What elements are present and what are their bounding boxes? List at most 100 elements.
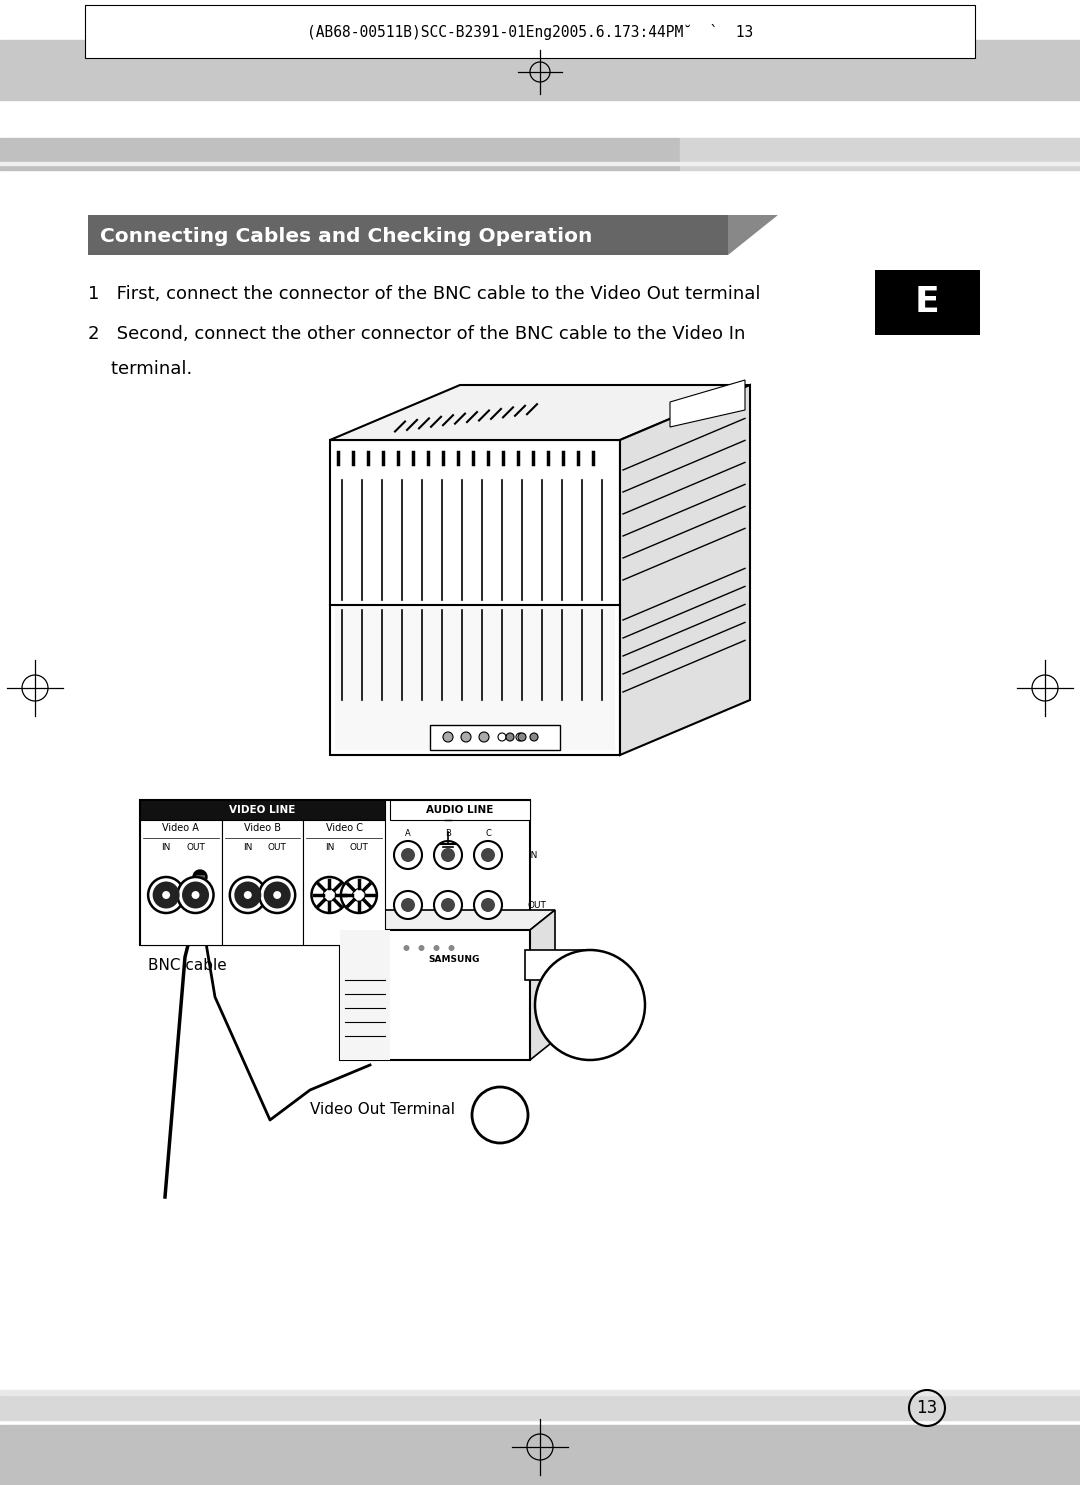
Bar xyxy=(140,820,221,944)
Bar xyxy=(548,1016,561,1035)
Circle shape xyxy=(545,959,635,1050)
Circle shape xyxy=(552,967,627,1042)
Bar xyxy=(0,1394,1080,1420)
Circle shape xyxy=(404,944,409,950)
Circle shape xyxy=(191,891,200,898)
Text: (AB68-00511B)SCC-B2391-01Eng2005.6.173:44PM˘  `  13: (AB68-00511B)SCC-B2391-01Eng2005.6.173:4… xyxy=(307,24,753,40)
Text: Video B: Video B xyxy=(244,823,281,833)
Text: SAMSUNG: SAMSUNG xyxy=(429,955,480,964)
Circle shape xyxy=(401,898,415,912)
Circle shape xyxy=(394,841,422,869)
Circle shape xyxy=(323,888,336,901)
Text: Video Out Terminal: Video Out Terminal xyxy=(310,1102,455,1118)
Circle shape xyxy=(474,841,502,869)
Circle shape xyxy=(448,944,455,950)
Text: terminal.: terminal. xyxy=(87,359,192,379)
Circle shape xyxy=(580,995,600,1016)
Circle shape xyxy=(441,848,455,861)
Bar xyxy=(140,800,530,944)
Text: Video A: Video A xyxy=(162,823,200,833)
Bar xyxy=(0,138,680,169)
Circle shape xyxy=(341,878,377,913)
Bar xyxy=(430,725,561,750)
Circle shape xyxy=(481,898,495,912)
Circle shape xyxy=(441,898,455,912)
Circle shape xyxy=(535,950,645,1060)
Circle shape xyxy=(162,891,170,898)
Text: OUT: OUT xyxy=(528,900,546,909)
Polygon shape xyxy=(728,215,778,255)
Circle shape xyxy=(259,878,295,913)
Bar xyxy=(525,950,595,980)
Circle shape xyxy=(443,732,453,742)
Text: IN: IN xyxy=(243,843,253,852)
Bar xyxy=(0,40,1080,99)
Circle shape xyxy=(507,734,514,741)
Circle shape xyxy=(394,891,422,919)
Polygon shape xyxy=(330,440,620,754)
Circle shape xyxy=(152,882,179,909)
Text: VIDEO LINE: VIDEO LINE xyxy=(229,805,296,815)
Text: OUT: OUT xyxy=(268,843,286,852)
Bar xyxy=(335,604,615,750)
Circle shape xyxy=(273,891,281,898)
Text: C: C xyxy=(485,830,491,839)
Bar xyxy=(0,1390,1080,1394)
Circle shape xyxy=(518,734,526,741)
Circle shape xyxy=(530,734,538,741)
Bar xyxy=(340,930,530,1060)
Text: Video In Terminal of
Monitor Rear Surface: Video In Terminal of Monitor Rear Surfac… xyxy=(225,861,387,892)
Text: AUDIO LINE: AUDIO LINE xyxy=(427,805,494,815)
Text: BNC cable: BNC cable xyxy=(148,958,227,973)
Circle shape xyxy=(562,977,618,1034)
Text: 1   First, connect the connector of the BNC cable to the Video Out terminal: 1 First, connect the connector of the BN… xyxy=(87,285,760,303)
Text: IN: IN xyxy=(325,843,334,852)
Bar xyxy=(390,800,530,820)
Circle shape xyxy=(401,848,415,861)
Circle shape xyxy=(193,870,207,884)
Polygon shape xyxy=(670,380,745,428)
Bar xyxy=(87,215,728,255)
Bar xyxy=(303,820,384,944)
Bar xyxy=(85,4,975,58)
Text: Video C: Video C xyxy=(326,823,363,833)
Bar xyxy=(140,800,384,820)
Text: OUT: OUT xyxy=(350,843,368,852)
Bar xyxy=(195,875,205,890)
Circle shape xyxy=(480,732,489,742)
Polygon shape xyxy=(530,910,555,1060)
Circle shape xyxy=(461,732,471,742)
Bar xyxy=(0,162,1080,165)
Text: A: A xyxy=(405,830,410,839)
Circle shape xyxy=(234,882,261,909)
Text: OUT: OUT xyxy=(186,843,205,852)
Text: Connecting Cables and Checking Operation: Connecting Cables and Checking Operation xyxy=(100,227,592,245)
Bar xyxy=(680,138,1080,169)
Circle shape xyxy=(177,878,214,913)
Circle shape xyxy=(474,891,502,919)
Circle shape xyxy=(311,878,348,913)
Circle shape xyxy=(148,878,184,913)
Bar xyxy=(0,157,1080,162)
Circle shape xyxy=(230,878,266,913)
Bar xyxy=(0,1426,1080,1485)
Circle shape xyxy=(419,944,424,950)
Text: E: E xyxy=(915,285,940,319)
Bar xyxy=(875,270,980,336)
Circle shape xyxy=(434,891,462,919)
Circle shape xyxy=(244,891,252,898)
Polygon shape xyxy=(620,385,750,754)
Text: IN: IN xyxy=(528,851,538,860)
Circle shape xyxy=(264,882,291,909)
Circle shape xyxy=(183,882,210,909)
Circle shape xyxy=(572,988,608,1023)
Bar xyxy=(340,930,390,1060)
Text: B: B xyxy=(445,830,451,839)
Circle shape xyxy=(481,848,495,861)
Bar xyxy=(221,820,303,944)
Polygon shape xyxy=(330,385,750,440)
Text: 13: 13 xyxy=(916,1399,937,1417)
Circle shape xyxy=(433,944,440,950)
Text: 2   Second, connect the other connector of the BNC cable to the Video In: 2 Second, connect the other connector of… xyxy=(87,325,745,343)
Circle shape xyxy=(352,888,365,901)
